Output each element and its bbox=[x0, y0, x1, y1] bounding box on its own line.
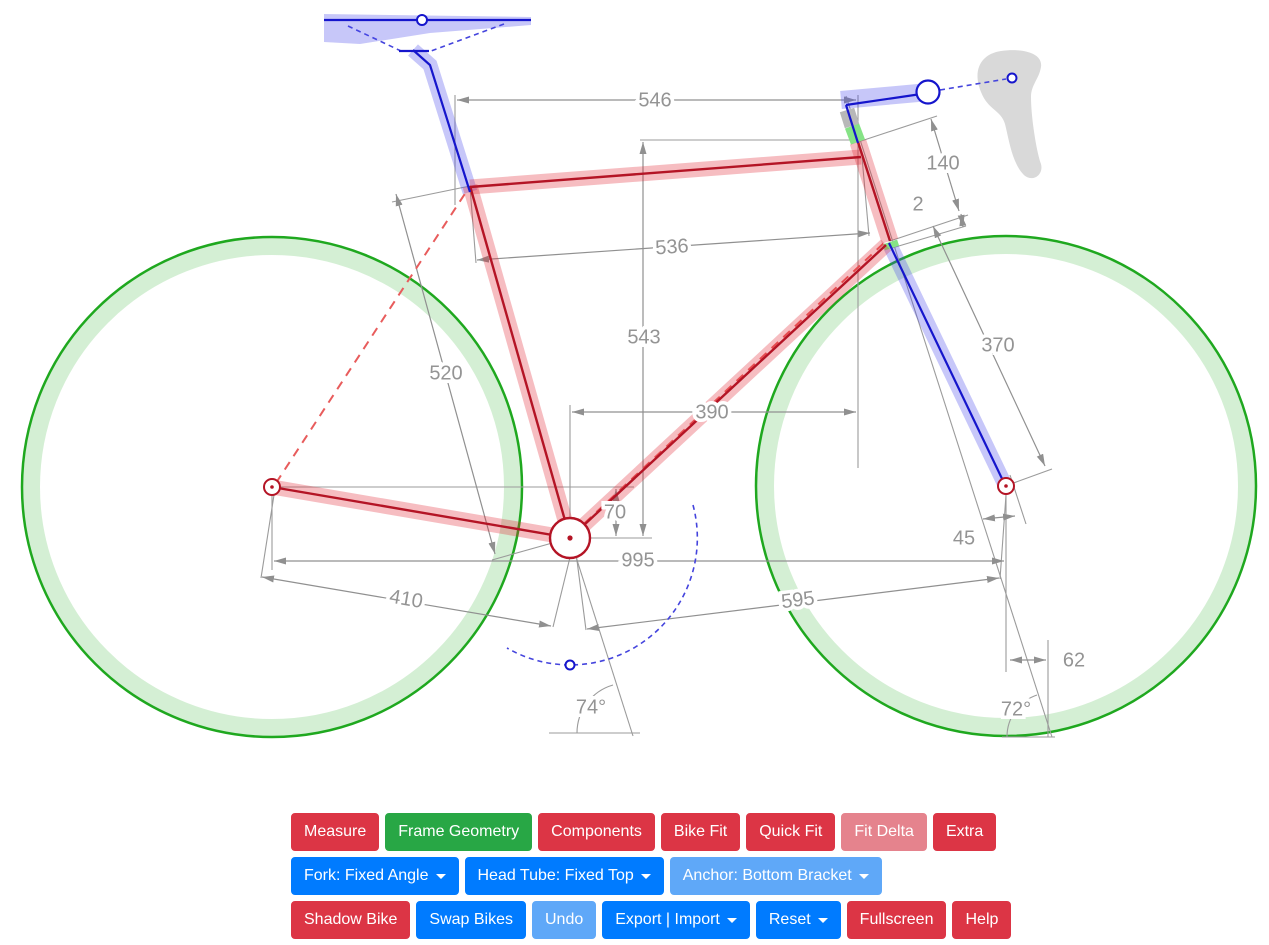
dim-label-stack: 543 bbox=[627, 326, 660, 348]
dim-label-head-angle: 72° bbox=[1001, 698, 1031, 720]
caret-down-icon bbox=[435, 873, 446, 879]
fit-delta-button[interactable]: Fit Delta bbox=[841, 813, 927, 851]
bike-fit-button[interactable]: Bike Fit bbox=[660, 813, 741, 851]
hood-marker[interactable] bbox=[1006, 72, 1018, 84]
frame-centerlines bbox=[271, 141, 892, 540]
toolbar-row-actions: Shadow Bike Swap Bikes Undo Export | Imp… bbox=[291, 901, 1012, 939]
toolbar-row-views: Measure Frame Geometry Components Bike F… bbox=[291, 813, 1011, 851]
swap-bikes-button[interactable]: Swap Bikes bbox=[416, 901, 526, 939]
dimension-lines bbox=[261, 96, 1046, 664]
measure-button[interactable]: Measure bbox=[291, 813, 380, 851]
seatpost-halo bbox=[408, 44, 478, 195]
front-dropout-marker[interactable] bbox=[997, 477, 1015, 495]
pedal-marker[interactable] bbox=[564, 659, 576, 671]
caret-down-icon bbox=[726, 917, 737, 923]
caret-down-icon bbox=[858, 873, 869, 879]
stem-line bbox=[845, 91, 929, 107]
steerer-line bbox=[844, 104, 860, 144]
head-tube-mode-dropdown[interactable]: Head Tube: Fixed Top bbox=[464, 857, 664, 895]
seat-axis-extension bbox=[569, 537, 634, 737]
dim-label-headset-lower: 2 bbox=[912, 193, 923, 215]
top-tube bbox=[469, 155, 862, 189]
crank-circle-arc bbox=[506, 504, 699, 666]
components-button[interactable]: Components bbox=[538, 813, 655, 851]
shadow-bike-button[interactable]: Shadow Bike bbox=[291, 901, 411, 939]
reset-dropdown[interactable]: Reset bbox=[755, 901, 841, 939]
fork-mode-dropdown[interactable]: Fork: Fixed Angle bbox=[291, 857, 459, 895]
dim-label-front-center: 595 bbox=[780, 587, 816, 613]
dim-label-head-tube: 140 bbox=[926, 152, 959, 174]
quick-fit-button[interactable]: Quick Fit bbox=[746, 813, 836, 851]
toolbar: Measure Frame Geometry Components Bike F… bbox=[291, 813, 1012, 945]
dim-label-saddle-to-bar: 546 bbox=[638, 89, 671, 111]
chainstay bbox=[271, 485, 571, 540]
dim-label-seat-tube: 520 bbox=[429, 362, 462, 384]
fullscreen-button[interactable]: Fullscreen bbox=[846, 901, 947, 939]
bottom-bracket-marker[interactable] bbox=[548, 516, 592, 560]
toolbar-row-modes: Fork: Fixed Angle Head Tube: Fixed Top A… bbox=[291, 857, 1011, 895]
dim-label-reach: 390 bbox=[695, 401, 728, 423]
extension-lines bbox=[260, 95, 1055, 738]
caret-down-icon bbox=[640, 873, 651, 879]
anchor-mode-dropdown[interactable]: Anchor: Bottom Bracket bbox=[669, 857, 882, 895]
seat-tube bbox=[468, 185, 572, 539]
saddle-shape bbox=[324, 14, 531, 44]
head-tube bbox=[856, 141, 892, 242]
frame-halos bbox=[270, 139, 899, 546]
stem-halo bbox=[840, 83, 930, 109]
help-button[interactable]: Help bbox=[952, 901, 1012, 939]
dimension-labels: 546 140 2 536 543 370 520 390 70 995 45 … bbox=[384, 86, 1088, 724]
frame-geometry-button[interactable]: Frame Geometry bbox=[385, 813, 533, 851]
stem-clamp-marker[interactable] bbox=[915, 79, 941, 105]
brake-hood-shape bbox=[977, 50, 1042, 179]
down-tube bbox=[569, 244, 887, 539]
bike-diagram-canvas[interactable]: 546 140 2 536 543 370 520 390 70 995 45 … bbox=[0, 0, 1269, 790]
dim-label-trail: 62 bbox=[1063, 649, 1085, 671]
dim-label-bb-drop: 70 bbox=[604, 501, 626, 523]
dim-label-top-tube: 536 bbox=[655, 235, 690, 259]
head-angle-arc bbox=[1006, 694, 1038, 738]
dim-label-chainstay: 410 bbox=[388, 586, 425, 613]
seat-angle-arc bbox=[576, 684, 614, 734]
undo-button[interactable]: Undo bbox=[531, 901, 597, 939]
dim-label-fork-offset: 45 bbox=[953, 527, 975, 549]
dim-label-seat-angle: 74° bbox=[576, 696, 606, 718]
dim-label-wheelbase: 995 bbox=[621, 549, 654, 571]
export-import-dropdown[interactable]: Export | Import bbox=[602, 901, 750, 939]
dim-label-fork-length: 370 bbox=[981, 334, 1014, 356]
extra-button[interactable]: Extra bbox=[932, 813, 997, 851]
virtual-lines bbox=[275, 23, 1007, 666]
component-centerlines bbox=[324, 18, 1007, 488]
seatpost-line bbox=[412, 49, 472, 193]
saddle-marker[interactable] bbox=[416, 14, 428, 26]
rear-dropout-marker[interactable] bbox=[263, 478, 281, 496]
caret-down-icon bbox=[817, 917, 828, 923]
fork-line bbox=[888, 242, 1007, 488]
